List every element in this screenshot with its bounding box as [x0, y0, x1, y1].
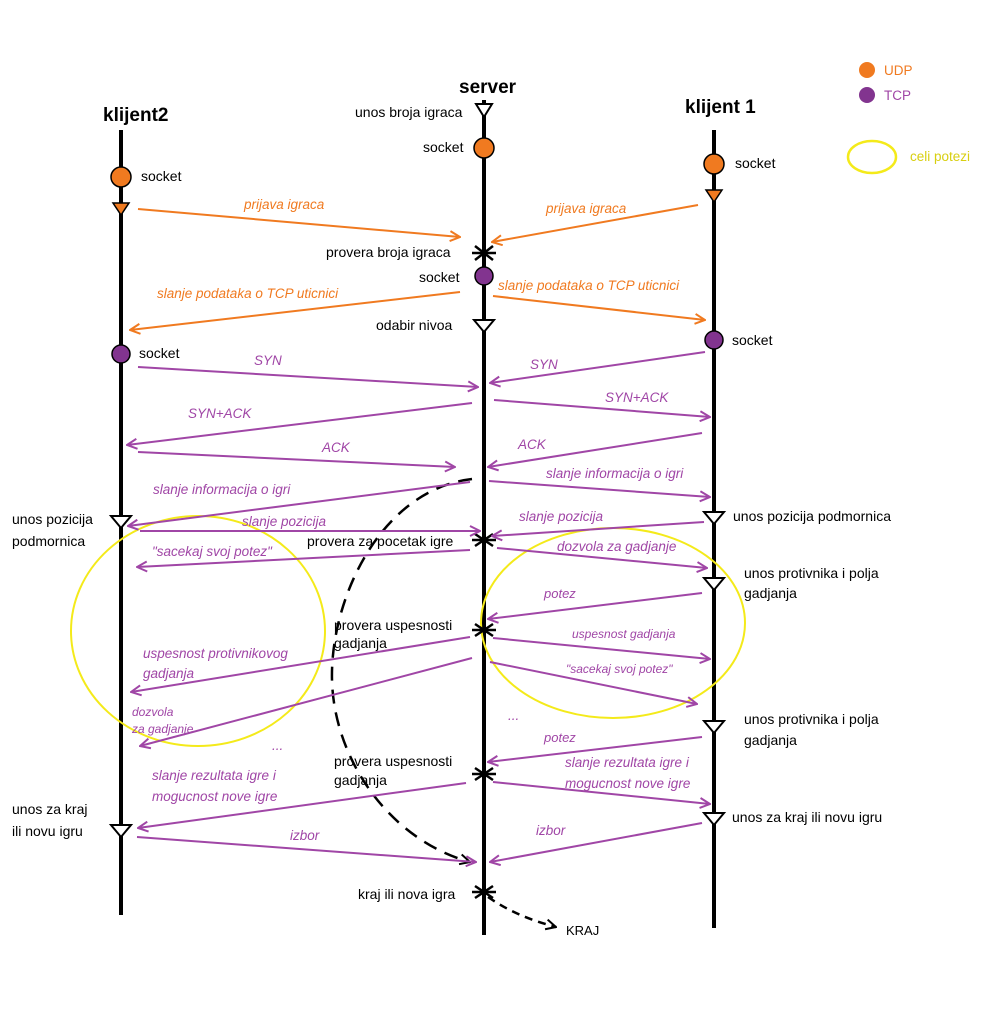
input-marker-klijent1-gadjanje1 [704, 578, 724, 590]
label-klijent1-udp-socket: socket [735, 155, 776, 171]
msg-rezultat-klijent1-b: mogucnost nove igre [565, 776, 690, 791]
arrow-synack-klijent2 [127, 403, 472, 445]
label-klijent1-unos-protivnika-1b: gadjanja [744, 585, 797, 601]
input-marker-klijent1-gadjanje2 [704, 721, 724, 733]
udp-legend-dot [859, 62, 875, 78]
msg-ellipsis-right: ... [508, 708, 519, 723]
msg-synack-klijent1: SYN+ACK [605, 390, 669, 405]
msg-ack-klijent2: ACK [321, 440, 351, 455]
label-provera-uspesnosti-2b: gadjanja [334, 772, 387, 788]
input-marker-klijent1-udp [706, 190, 722, 202]
udp-socket-klijent2 [111, 167, 131, 187]
label-klijent2-unos-kraj-b: ili novu igru [12, 823, 83, 839]
label-klijent1-unos-kraj: unos za kraj ili novu igru [732, 809, 882, 825]
msg-synack-klijent2: SYN+ACK [188, 406, 252, 421]
label-unos-broja-igraca: unos broja igraca [355, 104, 463, 120]
kraj-dashed-arrow [488, 897, 556, 927]
arrow-syn-klijent1 [490, 352, 705, 383]
label-server-tcp-socket: socket [419, 269, 460, 285]
actor-klijent1: klijent 1 [685, 97, 756, 118]
msg-izbor-klijent1: izbor [536, 823, 566, 838]
label-provera-uspesnosti-1a: provera uspesnosti [334, 617, 452, 633]
msg-sacekaj-klijent2: "sacekaj svoj potez" [152, 544, 273, 559]
msg-uspesnost-gadjanja: uspesnost gadjanja [572, 627, 676, 641]
msg-prijava-klijent2: prijava igraca [243, 197, 325, 212]
msg-dozvola-klijent1: dozvola za gadjanje [557, 539, 676, 554]
msg-pozicija-klijent2: slanje pozicija [242, 514, 327, 529]
msg-potez-1: potez [543, 586, 576, 601]
label-provera-broja: provera broja igraca [326, 244, 451, 260]
msg-pozicija-klijent1: slanje pozicija [519, 509, 604, 524]
arrow-prijava-klijent2 [138, 209, 460, 237]
arrow-ack-klijent2 [138, 452, 455, 467]
msg-prijava-klijent1: prijava igraca [545, 201, 627, 216]
label-klijent1-tcp-socket: socket [732, 332, 773, 348]
celi-potezi-ellipse-right [481, 528, 745, 718]
tcp-legend-label: TCP [884, 88, 911, 103]
input-marker-klijent1-kraj [704, 813, 724, 825]
tcp-socket-klijent1 [705, 331, 723, 349]
msg-info-klijent2: slanje informacija o igri [153, 482, 291, 497]
label-klijent1-unos-pozicija: unos pozicija podmornica [733, 508, 891, 524]
msg-rezultat-klijent1-a: slanje rezultata igre i [565, 755, 690, 770]
msg-izbor-klijent2: izbor [290, 828, 320, 843]
arrow-info-klijent1 [489, 481, 710, 497]
input-marker-server-unos [476, 104, 492, 117]
udp-socket-server [474, 138, 494, 158]
input-marker-klijent2-kraj [111, 825, 131, 837]
label-klijent2-tcp-socket: socket [139, 345, 180, 361]
input-marker-klijent1-pozicija [704, 512, 724, 524]
arrow-izbor-klijent1 [490, 823, 702, 862]
arrow-potez1 [488, 593, 702, 619]
msg-info-klijent1: slanje informacija o igri [546, 466, 684, 481]
actor-server: server [459, 77, 517, 98]
udp-socket-klijent1 [704, 154, 724, 174]
celi-potezi-legend-label: celi potezi [910, 149, 970, 164]
label-klijent2-unos-pozicija-a: unos pozicija [12, 511, 93, 527]
msg-tcp-info-klijent2: slanje podataka o TCP uticnici [157, 286, 339, 301]
label-klijent1-unos-protivnika-2a: unos protivnika i polja [744, 711, 879, 727]
arrow-syn-klijent2 [138, 367, 478, 387]
msg-potez-2: potez [543, 730, 576, 745]
label-klijent2-unos-kraj-a: unos za kraj [12, 801, 87, 817]
celi-potezi-legend-ellipse [848, 141, 896, 173]
udp-legend-label: UDP [884, 63, 913, 78]
label-provera-pocetak: provera za pocetak igre [307, 533, 454, 549]
input-marker-klijent2-pozicija [111, 516, 131, 528]
input-marker-server-nivo [474, 320, 494, 332]
msg-tcp-info-klijent1: slanje podataka o TCP uticnici [498, 278, 680, 293]
label-klijent1-unos-protivnika-1a: unos protivnika i polja [744, 565, 879, 581]
label-klijent2-unos-pozicija-b: podmornica [12, 533, 85, 549]
arrow-uspesnost-klijent1 [493, 638, 710, 659]
msg-uspesnost-protivnikovog-b: gadjanja [143, 666, 195, 681]
label-klijent2-udp-socket: socket [141, 168, 182, 184]
msg-dozvola-klijent2-a: dozvola [132, 705, 174, 719]
arrow-pozicija-klijent1 [492, 522, 704, 536]
tcp-legend-dot [859, 87, 875, 103]
msg-uspesnost-protivnikovog-a: uspesnost protivnikovog [143, 646, 288, 661]
legend: UDP TCP celi potezi [848, 62, 970, 173]
msg-syn-klijent2: SYN [254, 353, 282, 368]
actor-klijent2: klijent2 [103, 105, 168, 126]
arrow-tcp-info-klijent1 [493, 296, 705, 320]
msg-rezultat-klijent2-a: slanje rezultata igre i [152, 768, 277, 783]
msg-dozvola-klijent2-b: za gadjanje [131, 722, 194, 736]
msg-ellipsis-left: ... [272, 738, 283, 753]
label-server-udp-socket: socket [423, 139, 464, 155]
msg-sacekaj-klijent1: "sacekaj svoj potez" [566, 662, 673, 676]
label-odabir-nivoa: odabir nivoa [376, 317, 452, 333]
label-kraj-ili-nova: kraj ili nova igra [358, 886, 455, 902]
label-kraj: KRAJ [566, 923, 599, 938]
label-provera-uspesnosti-2a: provera uspesnosti [334, 753, 452, 769]
label-provera-uspesnosti-1b: gadjanja [334, 635, 387, 651]
tcp-socket-server [475, 267, 493, 285]
tcp-socket-klijent2 [112, 345, 130, 363]
msg-rezultat-klijent2-b: mogucnost nove igre [152, 789, 277, 804]
msg-ack-klijent1: ACK [517, 437, 547, 452]
label-klijent1-unos-protivnika-2b: gadjanja [744, 732, 797, 748]
arrow-synack-klijent1 [494, 400, 710, 417]
input-marker-klijent2-udp [113, 203, 129, 215]
msg-syn-klijent1: SYN [530, 357, 558, 372]
